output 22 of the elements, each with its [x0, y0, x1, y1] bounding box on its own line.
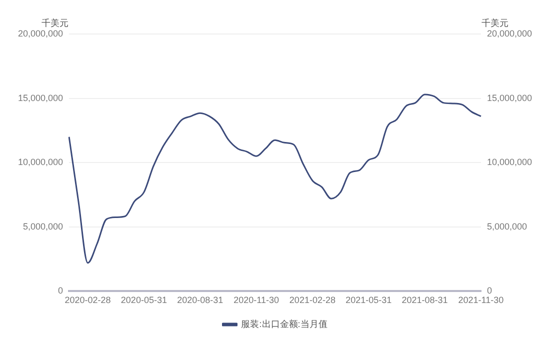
y2-tick-label: 15,000,000 [486, 92, 532, 103]
y-tick-label: 10,000,000 [18, 157, 64, 168]
x-tick-label: 2020-08-31 [177, 295, 224, 306]
y-tick-label: 5,000,000 [22, 221, 64, 232]
y2-axis-title: 千美元 [481, 18, 508, 28]
y2-tick-label: 5,000,000 [486, 221, 528, 232]
x-tick-label: 2020-11-30 [234, 295, 279, 306]
line-series [68, 94, 482, 264]
x-tick-label: 2021-11-30 [458, 295, 504, 306]
y-tick-label: 20,000,000 [18, 28, 64, 38]
x-tick-label: 2021-05-31 [346, 295, 392, 306]
y-tick-label: 15,000,000 [18, 92, 64, 103]
x-tick-label: 2020-05-31 [120, 295, 167, 306]
y2-tick-label: 0 [486, 286, 492, 296]
x-tick-label: 2021-08-31 [402, 295, 448, 306]
y2-tick-label: 20,000,000 [486, 28, 532, 38]
x-tick-label: 2021-02-28 [289, 295, 336, 306]
y2-tick-label: 10,000,000 [486, 157, 532, 168]
y-axis-title: 千美元 [42, 18, 69, 28]
x-tick-label: 2020-02-28 [64, 295, 111, 306]
y-tick-label: 0 [58, 286, 64, 296]
legend-label: 服装:出口金额:当月值 [241, 318, 328, 329]
